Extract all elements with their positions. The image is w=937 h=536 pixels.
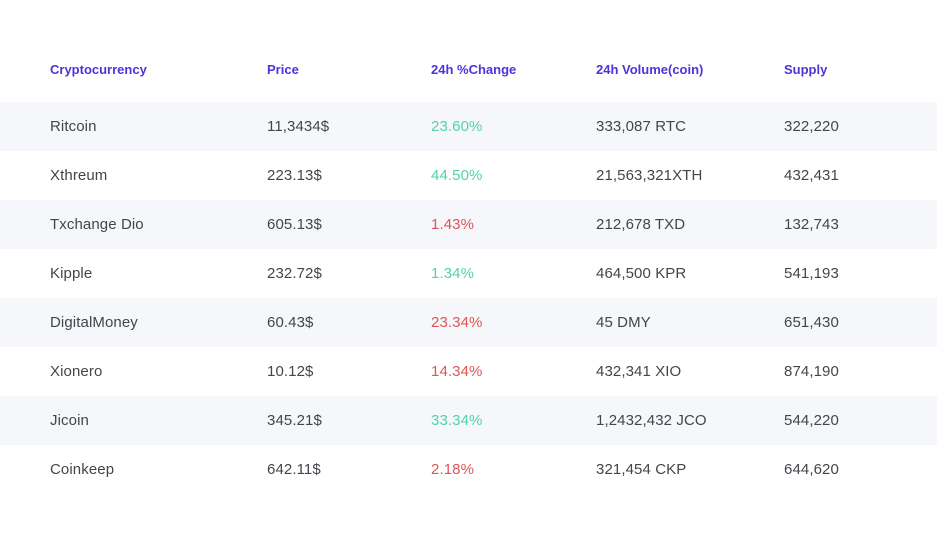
crypto-name-cell: DigitalMoney [50,314,138,331]
price-cell: 642.11$ [267,461,321,478]
crypto-name-cell: Txchange Dio [50,216,144,233]
table-body: Ritcoin 11,3434$ 23.60% 333,087 RTC 322,… [0,102,937,494]
header-row: Cryptocurrency Price 24h %Change 24h Vol… [0,37,937,102]
change-cell: 23.60% [431,118,483,135]
crypto-name-cell: Xthreum [50,167,108,184]
change-cell: 33.34% [431,412,483,429]
table-row: Coinkeep 642.11$ 2.18% 321,454 CKP 644,6… [0,445,937,494]
price-cell: 223.13$ [267,167,322,184]
change-cell: 2.18% [431,461,475,478]
change-cell: 23.34% [431,314,483,331]
column-header-volume: 24h Volume(coin) [596,37,784,102]
column-header-cryptocurrency: Cryptocurrency [0,37,267,102]
supply-cell: 874,190 [784,363,839,380]
crypto-name-cell: Ritcoin [50,118,97,135]
table-row: Ritcoin 11,3434$ 23.60% 333,087 RTC 322,… [0,102,937,151]
crypto-table: Cryptocurrency Price 24h %Change 24h Vol… [0,37,937,494]
column-header-supply: Supply [784,37,937,102]
price-cell: 345.21$ [267,412,322,429]
supply-cell: 322,220 [784,118,839,135]
table-row: Xthreum 223.13$ 44.50% 21,563,321XTH 432… [0,151,937,200]
volume-cell: 464,500 KPR [596,265,687,282]
volume-cell: 321,454 CKP [596,461,687,478]
supply-cell: 544,220 [784,412,839,429]
price-cell: 232.72$ [267,265,322,282]
volume-cell: 432,341 XIO [596,363,682,380]
change-cell: 14.34% [431,363,483,380]
table-row: Txchange Dio 605.13$ 1.43% 212,678 TXD 1… [0,200,937,249]
volume-cell: 45 DMY [596,314,651,331]
volume-cell: 21,563,321XTH [596,167,703,184]
supply-cell: 432,431 [784,167,839,184]
price-cell: 605.13$ [267,216,322,233]
table-row: Xionero 10.12$ 14.34% 432,341 XIO 874,19… [0,347,937,396]
table-row: Jicoin 345.21$ 33.34% 1,2432,432 JCO 544… [0,396,937,445]
column-header-price: Price [267,37,431,102]
change-cell: 44.50% [431,167,483,184]
price-cell: 60.43$ [267,314,314,331]
table-row: DigitalMoney 60.43$ 23.34% 45 DMY 651,43… [0,298,937,347]
supply-cell: 132,743 [784,216,839,233]
crypto-name-cell: Jicoin [50,412,89,429]
volume-cell: 333,087 RTC [596,118,687,135]
price-cell: 10.12$ [267,363,314,380]
volume-cell: 212,678 TXD [596,216,686,233]
table-header: Cryptocurrency Price 24h %Change 24h Vol… [0,37,937,102]
supply-cell: 644,620 [784,461,839,478]
volume-cell: 1,2432,432 JCO [596,412,707,429]
crypto-table-container: Cryptocurrency Price 24h %Change 24h Vol… [0,37,937,494]
table-row: Kipple 232.72$ 1.34% 464,500 KPR 541,193 [0,249,937,298]
supply-cell: 651,430 [784,314,839,331]
column-header-change: 24h %Change [431,37,596,102]
crypto-name-cell: Coinkeep [50,461,115,478]
change-cell: 1.43% [431,216,475,233]
crypto-name-cell: Kipple [50,265,93,282]
price-cell: 11,3434$ [267,118,330,135]
change-cell: 1.34% [431,265,475,282]
supply-cell: 541,193 [784,265,839,282]
crypto-name-cell: Xionero [50,363,103,380]
